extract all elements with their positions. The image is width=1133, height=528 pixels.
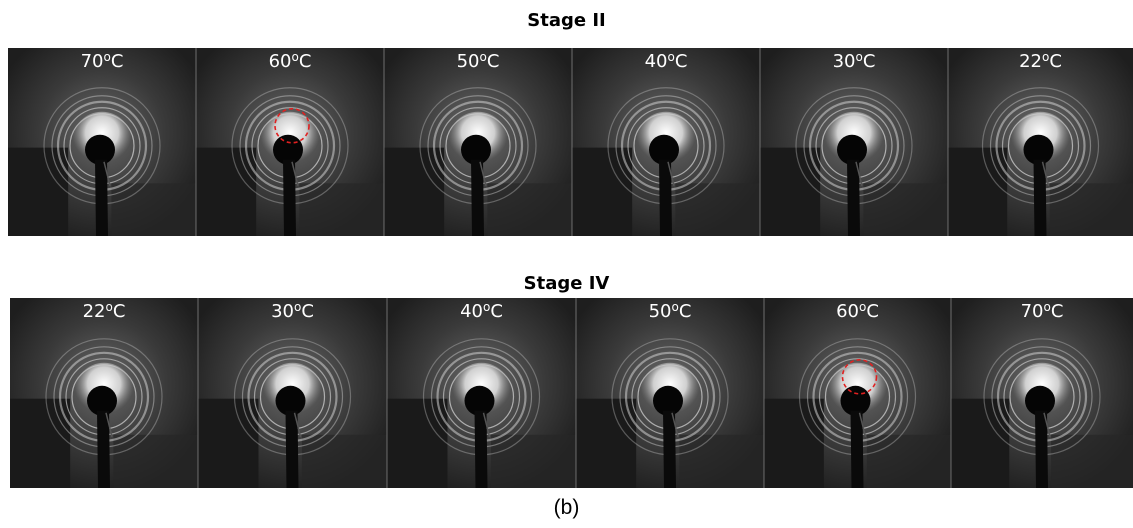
beam-stop-arm — [659, 159, 672, 236]
holder-shadow — [384, 147, 445, 236]
stage-ii-title: Stage II — [527, 10, 606, 31]
beam-stop — [87, 385, 117, 416]
holder-shadow — [679, 434, 764, 488]
stage-ii-panel-60: 60oC — [196, 48, 384, 236]
holder-shadow — [866, 434, 951, 488]
beam-stop — [1023, 134, 1054, 165]
stage-ii-panel-30: 30oC — [760, 48, 948, 236]
beam-stop — [649, 134, 679, 165]
stage-ii-panel-strip: 70oC 60oC 50oC 40oC 30oC 22oC — [8, 48, 1133, 236]
stage-iv-panel-70: 70oC — [951, 298, 1133, 488]
stage-iv-panel-60: 60oC — [764, 298, 951, 488]
figure-caption: (b) — [553, 496, 580, 519]
beam-stop-wire — [1041, 161, 1050, 186]
beam-stop-wire — [105, 412, 113, 437]
beam-stop-arm — [471, 159, 484, 236]
beam-stop — [653, 385, 683, 416]
holder-shadow — [863, 183, 948, 236]
stage-iv-panel-30: 30oC — [198, 298, 387, 488]
beam-stop-arm — [283, 159, 296, 236]
beam-stop-arm — [97, 410, 110, 488]
holder-shadow — [487, 183, 572, 236]
holder-shadow — [951, 398, 1010, 488]
beam-stop-arm — [1035, 410, 1048, 488]
temperature-label: 60oC — [269, 50, 312, 72]
beam-stop — [275, 385, 306, 416]
temperature-label: 22oC — [83, 300, 126, 322]
holder-shadow — [1051, 434, 1133, 488]
holder-shadow — [113, 434, 198, 488]
beam-stop-wire — [293, 412, 302, 437]
stage-ii-panel-40: 40oC — [572, 48, 760, 236]
temperature-label: 22oC — [1019, 50, 1062, 72]
temperature-label: 70oC — [81, 50, 124, 72]
holder-shadow — [387, 398, 448, 488]
holder-shadow — [576, 398, 637, 488]
temperature-label: 50oC — [649, 300, 692, 322]
stage-iv-panel-22: 22oC — [10, 298, 198, 488]
beam-stop-arm — [95, 159, 108, 236]
holder-shadow — [301, 434, 387, 488]
holder-shadow — [760, 147, 821, 236]
beam-stop-wire — [291, 161, 299, 186]
holder-shadow — [572, 147, 633, 236]
temperature-label: 40oC — [645, 50, 688, 72]
holder-shadow — [1049, 183, 1133, 236]
stage-iv-panel-40: 40oC — [387, 298, 576, 488]
temperature-label: 30oC — [271, 300, 314, 322]
beam-stop — [464, 385, 495, 416]
beam-stop-wire — [855, 161, 863, 186]
holder-shadow — [675, 183, 760, 236]
stage-iv-panel-strip: 22oC 30oC 40oC 50oC 60oC 70oC — [10, 298, 1133, 488]
beam-stop-arm — [1033, 159, 1047, 236]
holder-shadow — [8, 147, 69, 236]
holder-shadow — [198, 398, 259, 488]
temperature-label: 40oC — [460, 300, 503, 322]
temperature-label: 60oC — [836, 300, 879, 322]
temperature-label: 30oC — [833, 50, 876, 72]
holder-shadow — [299, 183, 384, 236]
beam-stop-arm — [850, 410, 864, 488]
beam-stop-arm — [285, 410, 299, 488]
beam-stop-wire — [479, 161, 487, 186]
beam-stop-arm — [847, 159, 860, 236]
beam-stop — [461, 134, 491, 165]
beam-stop-wire — [667, 161, 675, 186]
holder-shadow — [490, 434, 576, 488]
holder-shadow — [111, 183, 196, 236]
holder-shadow — [10, 398, 71, 488]
stage-iv-title: Stage IV — [523, 273, 610, 294]
beam-stop-arm — [663, 410, 676, 488]
highlight-circle — [274, 107, 310, 144]
beam-stop — [1025, 385, 1055, 416]
beam-stop-arm — [474, 410, 488, 488]
stage-ii-panel-50: 50oC — [384, 48, 572, 236]
holder-shadow — [948, 147, 1008, 236]
stage-ii-panel-22: 22oC — [948, 48, 1133, 236]
beam-stop-wire — [858, 412, 867, 437]
temperature-label: 50oC — [457, 50, 500, 72]
temperature-label: 70oC — [1021, 300, 1064, 322]
beam-stop-wire — [671, 412, 679, 437]
stage-iv-panel-50: 50oC — [576, 298, 764, 488]
holder-shadow — [196, 147, 257, 236]
stage-ii-panel-70: 70oC — [8, 48, 196, 236]
beam-stop-wire — [1043, 412, 1051, 437]
beam-stop — [837, 134, 867, 165]
beam-stop-wire — [103, 161, 111, 186]
beam-stop — [85, 134, 115, 165]
highlight-circle — [841, 359, 878, 395]
holder-shadow — [764, 398, 824, 488]
beam-stop-wire — [482, 412, 491, 437]
